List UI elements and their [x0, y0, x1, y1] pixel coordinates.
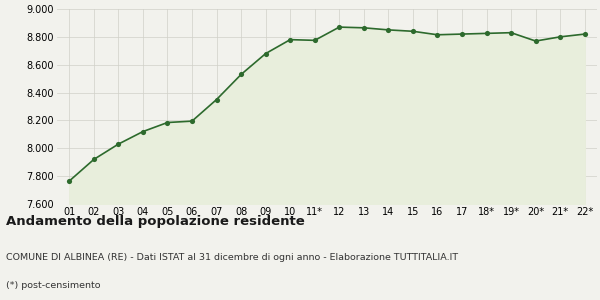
- Point: [482, 31, 491, 36]
- Point: [408, 29, 418, 34]
- Point: [506, 30, 516, 35]
- Point: [163, 120, 172, 125]
- Point: [334, 25, 344, 29]
- Point: [64, 178, 74, 183]
- Point: [457, 32, 467, 37]
- Point: [383, 28, 393, 32]
- Point: [531, 39, 541, 44]
- Point: [261, 51, 271, 56]
- Point: [286, 37, 295, 42]
- Point: [556, 34, 565, 39]
- Point: [433, 32, 442, 37]
- Text: COMUNE DI ALBINEA (RE) - Dati ISTAT al 31 dicembre di ogni anno - Elaborazione T: COMUNE DI ALBINEA (RE) - Dati ISTAT al 3…: [6, 254, 458, 262]
- Point: [138, 129, 148, 134]
- Point: [113, 142, 123, 146]
- Point: [187, 119, 197, 124]
- Point: [236, 72, 246, 77]
- Text: Andamento della popolazione residente: Andamento della popolazione residente: [6, 214, 305, 227]
- Point: [89, 157, 98, 162]
- Text: (*) post-censimento: (*) post-censimento: [6, 280, 101, 290]
- Point: [580, 32, 590, 37]
- Point: [310, 38, 320, 43]
- Point: [212, 97, 221, 102]
- Point: [359, 26, 368, 30]
